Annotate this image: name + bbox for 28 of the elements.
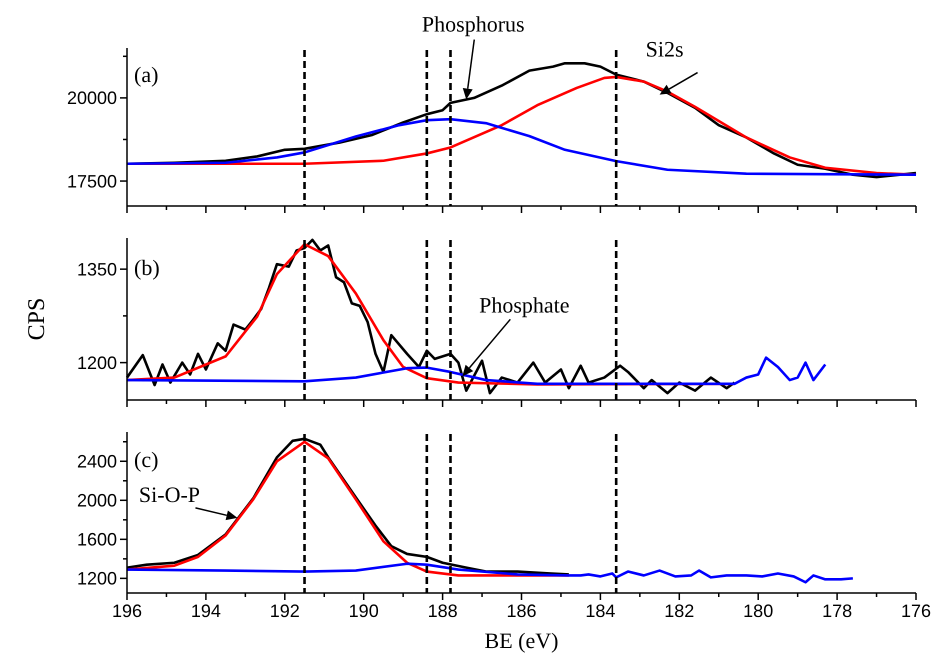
x-tick-label: 188	[428, 601, 458, 621]
x-tick-label: 184	[585, 601, 616, 621]
x-tick-label: 186	[506, 601, 537, 621]
annotation: (c)	[134, 447, 158, 472]
x-axis-title: BE (eV)	[484, 628, 558, 653]
annotation: Si2s	[646, 36, 684, 62]
y-tick-label: 1200	[76, 568, 117, 589]
x-tick-label: 182	[664, 601, 694, 621]
annotation: (a)	[134, 62, 158, 87]
y-tick-label: 20000	[66, 88, 117, 108]
y-tick-label: 17500	[66, 171, 117, 192]
x-tick-label: 178	[822, 601, 852, 621]
x-tick-label: 190	[348, 601, 379, 621]
annotation: Phosphate	[479, 292, 570, 318]
y-tick-label: 1600	[76, 530, 117, 550]
annotation: (b)	[134, 255, 160, 280]
y-axis-title: CPS	[24, 298, 50, 340]
y-tick-label: 1200	[76, 352, 117, 373]
x-tick-label: 196	[112, 601, 142, 621]
y-tick-label: 1350	[76, 259, 117, 280]
y-tick-label: 2000	[76, 490, 117, 511]
x-tick-label: 176	[900, 601, 932, 621]
x-tick-label: 192	[270, 601, 300, 621]
x-tick-label: 194	[190, 601, 221, 621]
annotation: Si-O-P	[138, 482, 200, 507]
y-tick-label: 2400	[76, 452, 117, 472]
annotation: Phosphorus	[422, 12, 525, 37]
x-tick-label: 180	[743, 601, 774, 621]
